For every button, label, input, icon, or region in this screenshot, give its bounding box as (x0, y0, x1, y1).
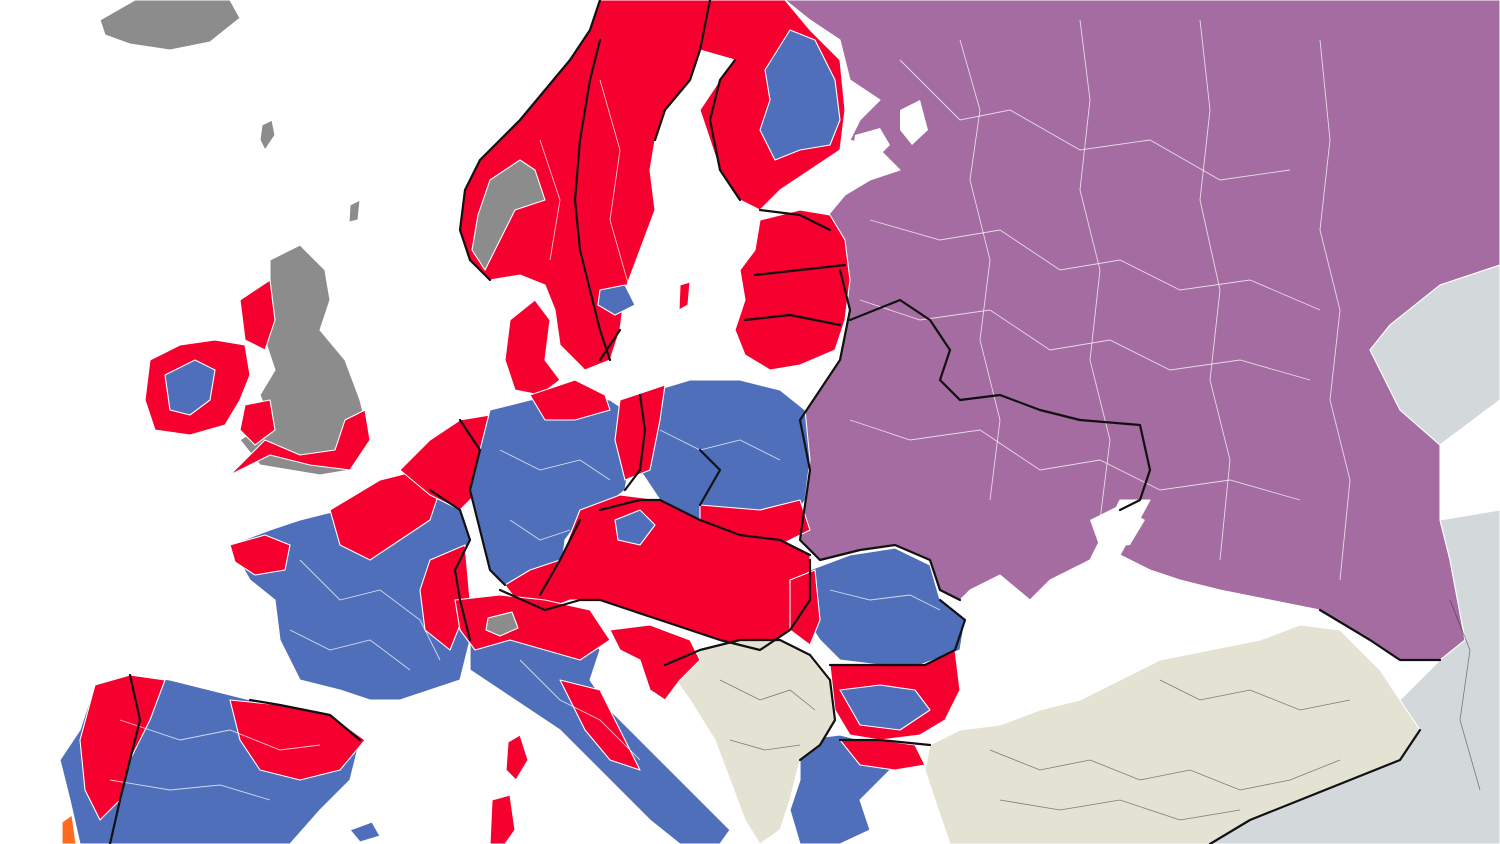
iceland-region (99, 0, 241, 51)
national-borders (108, 0, 1442, 844)
poland-red-west (614, 384, 666, 481)
norway-gray-region (471, 159, 546, 271)
romania-region (799, 547, 966, 666)
balearic-region (349, 821, 381, 843)
ireland-blue-region (164, 359, 216, 416)
britain-red-south (229, 409, 371, 476)
croatia-region (609, 624, 701, 701)
italy-red-north (454, 594, 611, 661)
turkey-region (924, 624, 1421, 844)
denmark-region (504, 299, 561, 396)
switzerland-gray (485, 611, 519, 637)
wales-red (239, 399, 276, 446)
britain-red-west (239, 279, 276, 351)
sea-of-azov (1090, 505, 1145, 548)
lake-ladoga (852, 128, 890, 165)
east-lightgray-region (1369, 264, 1500, 446)
portugal-orange-spot (61, 814, 77, 844)
italy-red-central (559, 679, 641, 771)
subregion-lines (109, 19, 1351, 801)
lake-onega (900, 100, 928, 145)
czech-blue-spot (614, 509, 656, 546)
france-red-north (329, 469, 441, 561)
france-red-brittany (229, 534, 291, 576)
sardinia-region (489, 794, 516, 844)
baltic-region (734, 209, 851, 371)
hebrides-isle (348, 199, 361, 223)
gotland-region (678, 281, 691, 311)
finland-blue-region (759, 29, 841, 161)
faroe-shetland-isle (259, 119, 276, 151)
france-red-east (419, 544, 471, 651)
bulgaria-blue-region (839, 684, 931, 731)
beige-subregion-lines (719, 599, 1481, 821)
corsica-region (505, 734, 529, 781)
germany-red-north (529, 379, 611, 421)
sweden-blue-spot (597, 284, 636, 316)
